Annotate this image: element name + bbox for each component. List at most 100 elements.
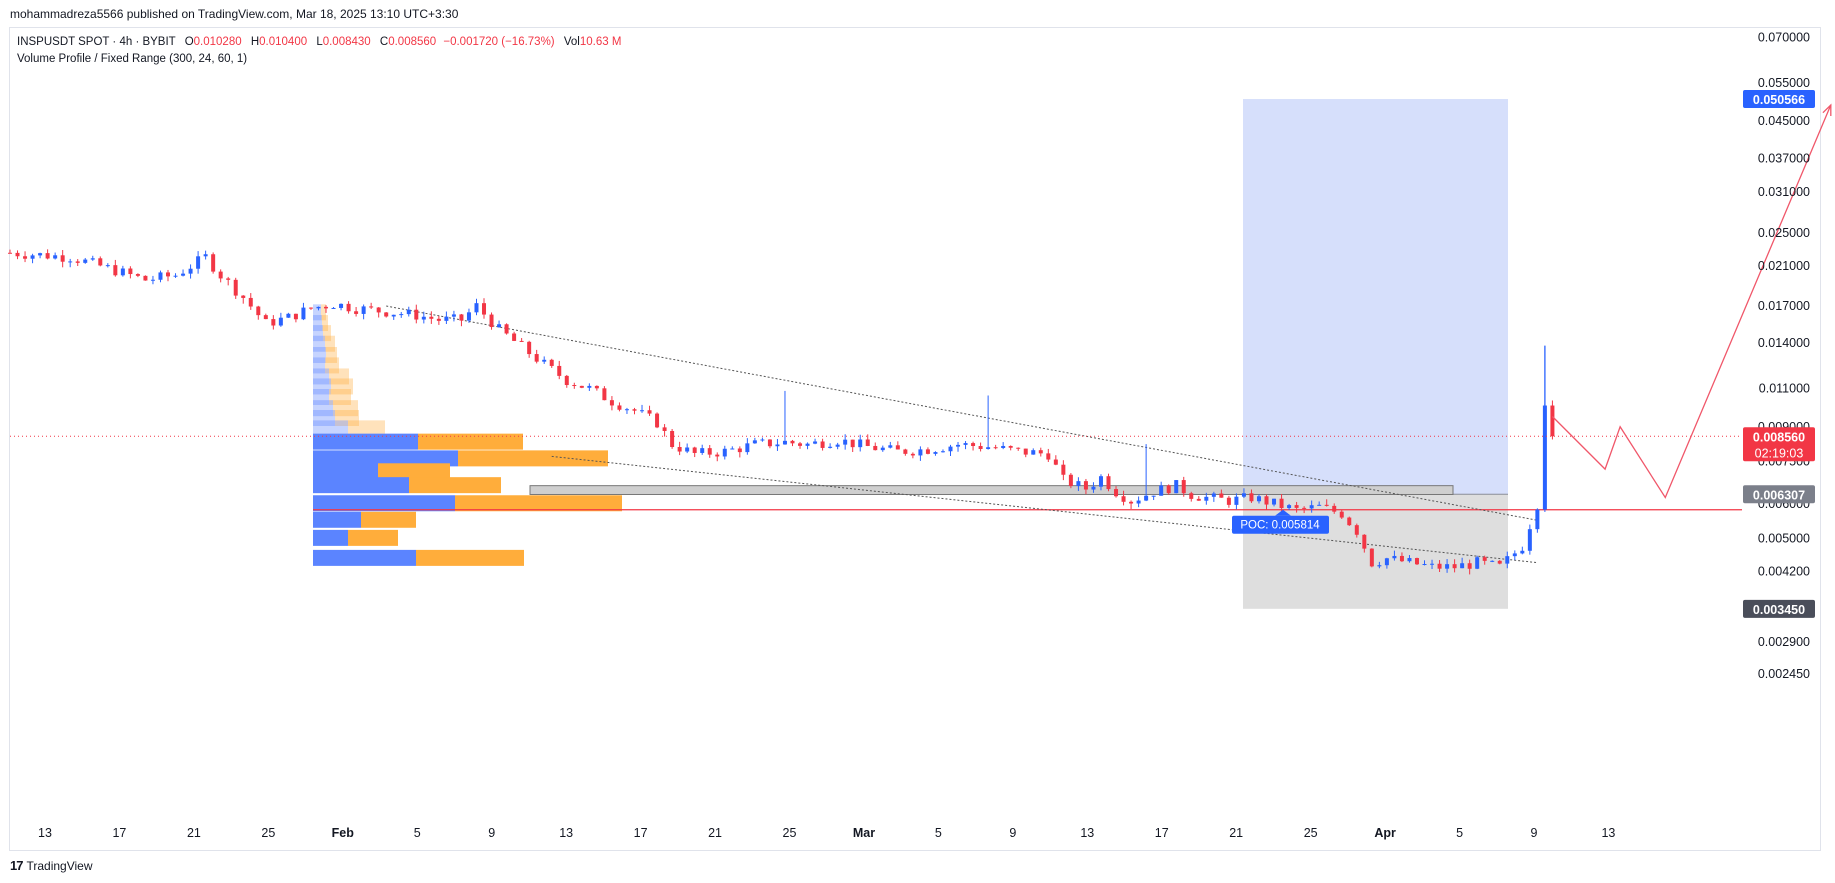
candle-body-31 bbox=[241, 295, 246, 298]
vp-row-down-4 bbox=[326, 346, 337, 363]
candle-body-150 bbox=[1136, 500, 1141, 504]
candle-body-85 bbox=[647, 410, 652, 414]
candle-body-184 bbox=[1392, 555, 1397, 559]
candle-body-48 bbox=[369, 306, 374, 308]
candle-body-198 bbox=[1497, 560, 1502, 564]
candle-body-146 bbox=[1106, 476, 1111, 490]
candle-body-94 bbox=[715, 454, 720, 457]
candle-body-105 bbox=[798, 443, 803, 446]
candle-body-102 bbox=[775, 444, 780, 447]
vp-row-down-13 bbox=[458, 450, 608, 467]
candle-body-199 bbox=[1505, 556, 1510, 564]
candle-body-155 bbox=[1174, 480, 1179, 494]
candle-body-69 bbox=[527, 341, 532, 355]
x-tick-label-0: 13 bbox=[38, 826, 52, 840]
candle-body-100 bbox=[760, 439, 765, 441]
candle-body-161 bbox=[1219, 493, 1224, 498]
x-tick-label-7: 13 bbox=[559, 826, 573, 840]
candle-body-58 bbox=[444, 316, 449, 321]
vp-row-down-2 bbox=[323, 325, 331, 342]
vp-row-up-12 bbox=[313, 433, 418, 450]
candle-body-96 bbox=[730, 448, 735, 450]
candle-body-71 bbox=[542, 359, 547, 362]
last-price-label-countdown: 02:19:03 bbox=[1755, 446, 1804, 460]
candle-body-29 bbox=[226, 278, 231, 280]
candle-body-175 bbox=[1324, 504, 1329, 506]
candle-body-149 bbox=[1129, 501, 1134, 504]
vp-row-down-17 bbox=[361, 511, 416, 528]
candle-body-127 bbox=[963, 443, 968, 445]
candle-body-30 bbox=[233, 279, 238, 296]
candle-body-201 bbox=[1520, 550, 1525, 554]
candle-body-168 bbox=[1272, 498, 1277, 505]
vp-row-up-9 bbox=[313, 400, 333, 417]
candle-body-93 bbox=[707, 448, 712, 455]
footer-brand[interactable]: TradingView bbox=[26, 858, 93, 873]
y-tick-label-2: 0.045000 bbox=[1758, 114, 1810, 128]
poc-badge bbox=[1232, 515, 1329, 534]
candle-body-108 bbox=[820, 441, 825, 448]
vp-row-down-15 bbox=[409, 477, 501, 494]
indicator-legend[interactable]: Volume Profile / Fixed Range (300, 24, 6… bbox=[17, 53, 248, 65]
candle-body-84 bbox=[640, 410, 645, 412]
vp-row-down-7 bbox=[331, 378, 353, 395]
y-tick-label-6: 0.021000 bbox=[1758, 259, 1810, 273]
candle-body-70 bbox=[534, 354, 539, 362]
last-price-label: 0.008560 bbox=[1753, 430, 1805, 444]
candle-body-66 bbox=[504, 324, 509, 334]
chart-frame bbox=[9, 27, 1821, 851]
x-tick-label-1: 17 bbox=[112, 826, 126, 840]
candle-body-153 bbox=[1159, 485, 1164, 496]
candle-body-23 bbox=[181, 273, 186, 276]
close-label: C bbox=[379, 36, 389, 48]
candle-body-45 bbox=[346, 303, 351, 312]
candle-body-166 bbox=[1256, 496, 1261, 502]
candle-body-67 bbox=[512, 333, 517, 341]
candle-body-135 bbox=[1023, 448, 1028, 455]
vp-row-up-7 bbox=[313, 378, 331, 395]
target-zone bbox=[1243, 99, 1508, 495]
symbol-label[interactable]: INSPUSDT SPOT · 4h · BYBIT bbox=[17, 36, 176, 48]
candle-body-37 bbox=[286, 313, 291, 318]
x-tick-label-4: Feb bbox=[332, 826, 355, 840]
candle-body-106 bbox=[805, 443, 810, 446]
x-tick-label-18: Apr bbox=[1374, 826, 1396, 840]
close-value: 0.008560 bbox=[388, 36, 437, 48]
candle-body-15 bbox=[120, 268, 125, 276]
candle-body-77 bbox=[587, 385, 592, 388]
candle-body-91 bbox=[692, 447, 697, 453]
candle-body-62 bbox=[474, 303, 479, 313]
candle-body-57 bbox=[436, 318, 441, 321]
candle-body-159 bbox=[1204, 496, 1209, 501]
x-tick-label-10: 25 bbox=[783, 826, 797, 840]
candle-body-187 bbox=[1414, 558, 1419, 565]
candle-body-123 bbox=[933, 452, 938, 454]
candle-body-1 bbox=[15, 252, 20, 257]
candle-body-185 bbox=[1399, 555, 1404, 562]
publish-info: mohammadreza5566 published on TradingVie… bbox=[10, 7, 459, 21]
candle-body-205 bbox=[1550, 405, 1555, 437]
candle-body-171 bbox=[1294, 505, 1299, 508]
candle-body-65 bbox=[497, 324, 502, 328]
candle-body-25 bbox=[196, 256, 201, 269]
candle-body-142 bbox=[1076, 481, 1081, 486]
vp-row-up-4 bbox=[313, 346, 326, 363]
candle-body-131 bbox=[993, 447, 998, 449]
candle-body-180 bbox=[1362, 534, 1367, 549]
candle-body-47 bbox=[361, 306, 366, 314]
vp-row-down-1 bbox=[322, 315, 328, 332]
candle-body-92 bbox=[700, 448, 705, 453]
y-tick-label-0: 0.070000 bbox=[1758, 30, 1810, 44]
candle-body-133 bbox=[1008, 445, 1013, 448]
candle-body-173 bbox=[1309, 505, 1314, 509]
vp-row-up-8 bbox=[313, 388, 329, 405]
candle-body-8 bbox=[68, 261, 73, 263]
candle-body-0 bbox=[8, 252, 12, 254]
x-tick-label-12: 5 bbox=[935, 826, 942, 840]
y-tick-label-9: 0.011000 bbox=[1759, 382, 1810, 396]
candle-body-200 bbox=[1512, 553, 1517, 557]
candle-body-43 bbox=[331, 307, 336, 309]
stop-price-label-badge bbox=[1743, 599, 1815, 618]
x-tick-label-21: 13 bbox=[1601, 826, 1615, 840]
